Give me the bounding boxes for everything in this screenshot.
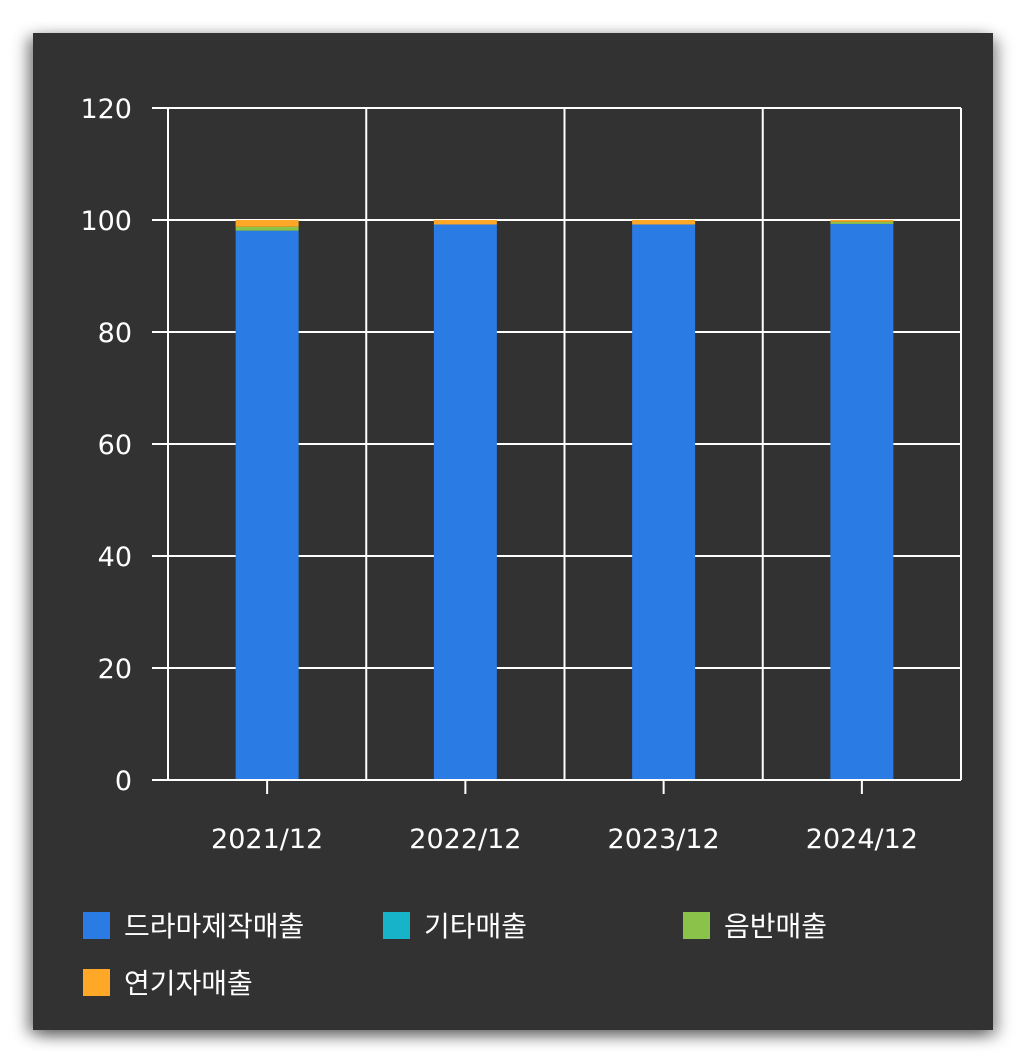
- x-tick-label: 2022/12: [409, 824, 521, 855]
- legend-label: 음반매출: [724, 910, 828, 943]
- grid-lines: [167, 107, 962, 781]
- axes: [152, 107, 961, 794]
- x-tick-label: 2021/12: [211, 824, 323, 855]
- bar-segment-4[interactable]: [235, 220, 299, 227]
- y-tick-label: 20: [98, 654, 132, 685]
- legend-swatch: [683, 911, 710, 939]
- y-tick-label: 120: [80, 94, 132, 125]
- legend-item-3[interactable]: 음반매출: [683, 905, 827, 945]
- bar-segment-1[interactable]: [433, 224, 497, 781]
- y-tick-label: 80: [98, 318, 132, 349]
- bar-segment-1[interactable]: [235, 230, 299, 780]
- legend-swatch: [83, 911, 110, 939]
- chart-panel: 0 20 40 60 80 100 120 2021/12 2022/12 2023/12 202…: [33, 33, 993, 1030]
- legend-item-1[interactable]: 드라마제작매출: [83, 905, 304, 945]
- bar-segment-3[interactable]: [235, 226, 299, 231]
- legend-item-4[interactable]: 연기자매출: [83, 962, 253, 1002]
- bars: [235, 220, 894, 781]
- y-tick-label: 40: [98, 542, 132, 573]
- legend-item-2[interactable]: 기타매출: [383, 905, 527, 945]
- legend-swatch: [83, 968, 110, 996]
- bar-segment-1[interactable]: [830, 223, 894, 781]
- y-tick-labels: 0 20 40 60 80 100 120: [80, 94, 132, 797]
- y-tick-label: 60: [98, 430, 132, 461]
- x-tick-label: 2024/12: [806, 824, 918, 855]
- y-tick-label: 0: [115, 766, 132, 797]
- bar-segment-3[interactable]: [830, 221, 894, 224]
- legend-label: 연기자매출: [124, 967, 253, 1000]
- x-tick-label: 2023/12: [608, 824, 720, 855]
- y-tick-label: 100: [80, 206, 132, 237]
- legend-label: 드라마제작매출: [124, 910, 305, 943]
- legend-label: 기타매출: [424, 910, 528, 943]
- bar-segment-4[interactable]: [433, 220, 497, 225]
- x-tick-labels: 2021/12 2022/12 2023/12 2024/12: [211, 824, 918, 855]
- bar-segment-4[interactable]: [632, 220, 696, 225]
- legend-swatch: [383, 911, 410, 939]
- bar-segment-4[interactable]: [830, 220, 894, 222]
- bar-segment-1[interactable]: [632, 224, 696, 781]
